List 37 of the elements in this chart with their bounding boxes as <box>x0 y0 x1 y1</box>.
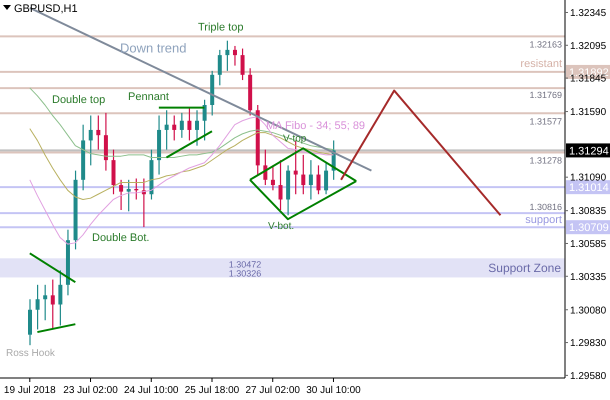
ref-line-label: 1.31294 <box>569 145 609 158</box>
annotation: 1.31769 <box>529 90 562 100</box>
y-tick-label: 1.31090 <box>570 172 607 184</box>
annotation: Double top <box>52 94 106 106</box>
x-tick-label: 27 Jul 02:00 <box>245 385 300 396</box>
y-tick-label: 1.32345 <box>570 8 607 20</box>
annotation: support <box>525 214 562 226</box>
x-tick-label: 23 Jul 02:00 <box>63 385 118 396</box>
annotation: resistant <box>520 58 562 70</box>
x-tick-label: 24 Jul 10:00 <box>124 385 179 396</box>
band-label: Support Zone <box>488 260 562 275</box>
ref-line-label: 1.31014 <box>569 182 609 194</box>
annotation: 1.30816 <box>529 202 562 212</box>
annotation: 1.31278 <box>529 156 562 166</box>
annotation: Triple top <box>198 22 244 34</box>
annotation: Ross Hook <box>6 348 56 359</box>
y-tick-label: 1.29830 <box>570 338 607 350</box>
annotation: Pennant <box>128 91 169 103</box>
chart-title: GBPUSD,H1 <box>14 3 78 15</box>
y-tick-label: 1.30835 <box>570 206 607 218</box>
y-tick-label: 1.31590 <box>570 107 607 118</box>
annotation: Double Bot. <box>92 232 150 244</box>
y-tick-label: 1.30585 <box>570 239 607 250</box>
x-tick-label: 30 Jul 10:00 <box>306 385 362 396</box>
x-tick-label: 25 Jul 18:00 <box>184 385 240 396</box>
annotation: 1.30326 <box>228 268 262 278</box>
ref-line-label: 1.30709 <box>569 222 609 234</box>
annotation: V-bot. <box>268 221 294 232</box>
y-tick-label: 1.32095 <box>570 40 607 52</box>
x-tick-label: 19 Jul 2018 <box>4 385 56 396</box>
y-tick-label: 1.30335 <box>570 272 607 283</box>
annotation: 1.31577 <box>529 116 562 126</box>
y-tick-label: 1.29580 <box>570 370 607 382</box>
y-tick-label: 1.30080 <box>570 305 607 316</box>
annotation: 1.32163 <box>529 39 562 50</box>
annotation: Down trend <box>120 40 186 56</box>
annotation: 1.30472 <box>228 259 262 270</box>
